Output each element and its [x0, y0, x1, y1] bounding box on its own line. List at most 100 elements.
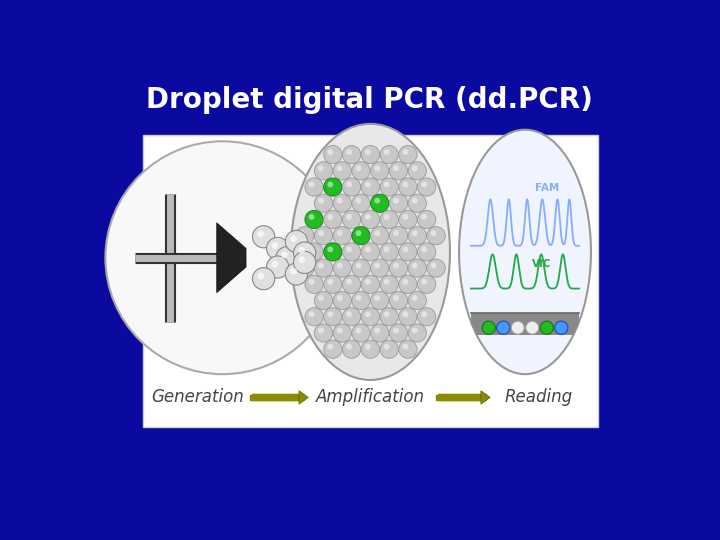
- Circle shape: [346, 149, 352, 155]
- Circle shape: [328, 181, 333, 187]
- Circle shape: [393, 198, 399, 204]
- Circle shape: [554, 321, 568, 334]
- Circle shape: [361, 243, 379, 261]
- Circle shape: [365, 214, 371, 220]
- Circle shape: [337, 295, 343, 301]
- Circle shape: [427, 227, 445, 245]
- Circle shape: [390, 324, 408, 342]
- Circle shape: [399, 243, 417, 261]
- Circle shape: [253, 268, 275, 290]
- Text: Generation: Generation: [151, 388, 244, 407]
- Circle shape: [266, 256, 289, 278]
- Circle shape: [258, 231, 264, 237]
- Circle shape: [266, 238, 289, 260]
- Circle shape: [421, 246, 427, 252]
- Circle shape: [318, 328, 324, 333]
- Circle shape: [343, 145, 361, 164]
- Circle shape: [374, 262, 380, 268]
- Circle shape: [390, 194, 408, 212]
- Circle shape: [285, 231, 307, 253]
- Circle shape: [309, 279, 315, 285]
- Circle shape: [380, 243, 398, 261]
- Circle shape: [337, 328, 343, 333]
- Circle shape: [418, 243, 436, 261]
- Circle shape: [305, 308, 323, 326]
- Bar: [143, 136, 598, 427]
- Circle shape: [296, 227, 314, 245]
- Circle shape: [352, 227, 370, 245]
- Circle shape: [309, 214, 315, 220]
- Circle shape: [346, 312, 352, 317]
- Circle shape: [371, 227, 389, 245]
- Circle shape: [384, 149, 390, 155]
- Circle shape: [365, 181, 371, 187]
- Circle shape: [309, 312, 315, 317]
- Circle shape: [315, 259, 333, 277]
- Circle shape: [365, 149, 371, 155]
- Circle shape: [356, 230, 361, 236]
- Circle shape: [290, 235, 297, 242]
- Circle shape: [324, 275, 342, 293]
- Circle shape: [371, 292, 389, 309]
- Circle shape: [374, 328, 380, 333]
- Polygon shape: [217, 223, 246, 293]
- Circle shape: [356, 328, 361, 333]
- Circle shape: [380, 275, 398, 293]
- Circle shape: [318, 230, 324, 236]
- Circle shape: [380, 145, 398, 164]
- Circle shape: [271, 261, 278, 268]
- Circle shape: [315, 161, 333, 180]
- Circle shape: [431, 262, 436, 268]
- Circle shape: [412, 165, 418, 171]
- Circle shape: [390, 292, 408, 309]
- Circle shape: [374, 230, 380, 236]
- Circle shape: [384, 181, 390, 187]
- Circle shape: [497, 321, 510, 334]
- Circle shape: [412, 262, 418, 268]
- Circle shape: [384, 279, 390, 285]
- Circle shape: [328, 279, 333, 285]
- Circle shape: [271, 242, 278, 249]
- Circle shape: [296, 259, 314, 277]
- Circle shape: [324, 308, 342, 326]
- Circle shape: [371, 194, 389, 212]
- Circle shape: [526, 321, 539, 334]
- Circle shape: [352, 259, 370, 277]
- Circle shape: [343, 308, 361, 326]
- Circle shape: [408, 292, 426, 309]
- Circle shape: [356, 165, 361, 171]
- Circle shape: [328, 344, 333, 349]
- Circle shape: [402, 149, 408, 155]
- Circle shape: [361, 340, 379, 359]
- Circle shape: [333, 194, 351, 212]
- Circle shape: [399, 178, 417, 196]
- Polygon shape: [481, 391, 490, 404]
- Circle shape: [300, 230, 305, 236]
- Circle shape: [315, 227, 333, 245]
- Circle shape: [408, 161, 426, 180]
- Circle shape: [333, 227, 351, 245]
- Text: Amplification: Amplification: [316, 388, 425, 407]
- Circle shape: [315, 194, 333, 212]
- Circle shape: [346, 246, 352, 252]
- Circle shape: [309, 246, 315, 252]
- Circle shape: [393, 295, 399, 301]
- Circle shape: [402, 181, 408, 187]
- Circle shape: [408, 324, 426, 342]
- Circle shape: [299, 256, 305, 263]
- Circle shape: [343, 211, 361, 228]
- Circle shape: [402, 246, 408, 252]
- Circle shape: [412, 230, 418, 236]
- Circle shape: [352, 194, 370, 212]
- Circle shape: [346, 279, 352, 285]
- Circle shape: [305, 243, 323, 261]
- Circle shape: [361, 275, 379, 293]
- Circle shape: [343, 178, 361, 196]
- Circle shape: [384, 214, 390, 220]
- Circle shape: [333, 324, 351, 342]
- Circle shape: [412, 328, 418, 333]
- Circle shape: [337, 165, 343, 171]
- Circle shape: [305, 211, 323, 228]
- Circle shape: [399, 308, 417, 326]
- Circle shape: [352, 324, 370, 342]
